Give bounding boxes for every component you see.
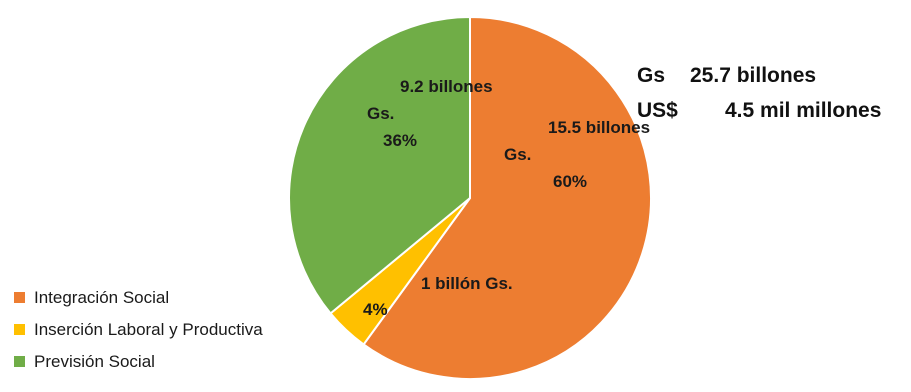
slice-label-3-line-3: 36% — [383, 131, 417, 150]
slice-label-1-line-1: 15.5 billones — [548, 118, 650, 137]
slice-label-1-line-2: Gs. — [504, 145, 531, 164]
pie-slice-1 — [362, 15, 652, 380]
total-usd-currency: US$ — [637, 99, 678, 122]
total-gs-currency: Gs — [637, 64, 666, 87]
slice-label-3-line-2: Gs. — [367, 104, 394, 123]
slice-label-2-line-2: 4% — [363, 300, 388, 319]
legend-swatch-3 — [14, 356, 25, 367]
slice-label-2-line-1: 1 billón Gs. — [421, 274, 513, 293]
legend-swatch-1 — [14, 292, 25, 303]
total-usd-amount: 4.5 mil millones — [725, 99, 882, 122]
legend-label-1: Integración Social — [34, 288, 169, 307]
legend-label-3: Previsión Social — [34, 352, 155, 371]
slice-label-3-line-1: 9.2 billones — [400, 77, 493, 96]
slice-label-1-line-3: 60% — [553, 172, 587, 191]
pie-slice-3 — [288, 15, 471, 315]
legend-label-2: Inserción Laboral y Productiva — [34, 320, 263, 339]
legend-swatch-2 — [14, 324, 25, 335]
total-gs-amount: 25.7 billones — [690, 64, 817, 87]
